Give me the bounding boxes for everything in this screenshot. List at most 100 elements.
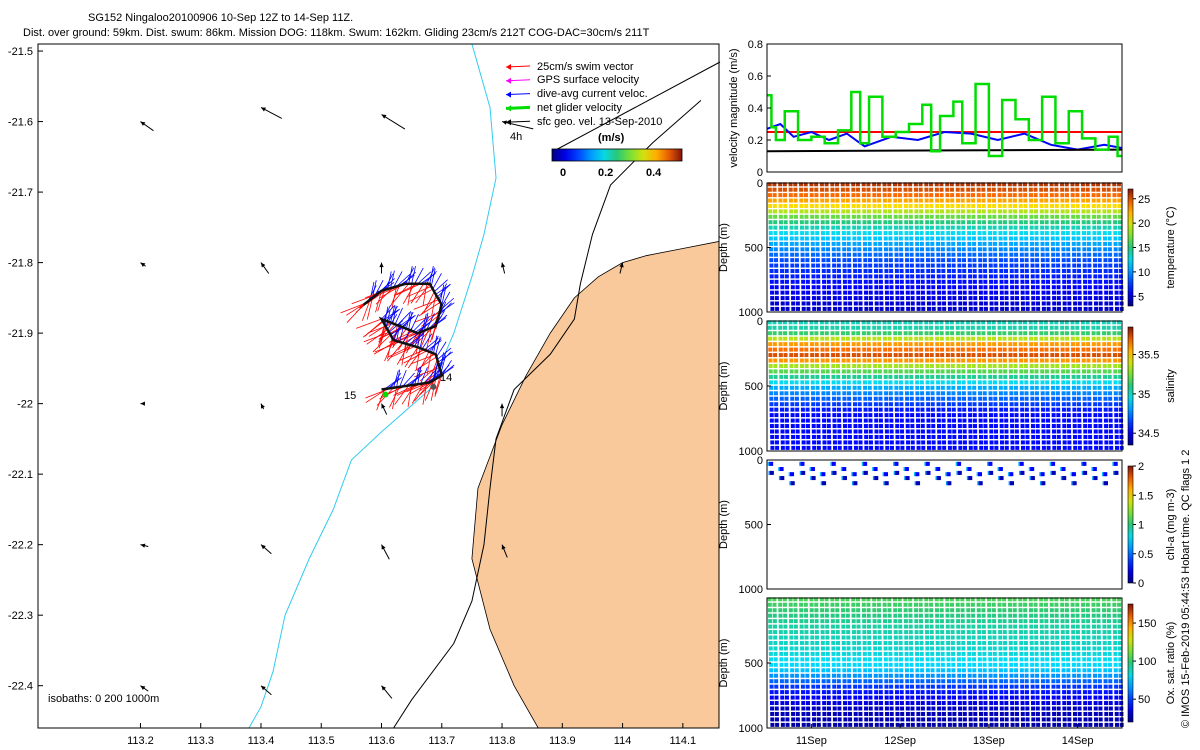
data-point <box>785 296 790 301</box>
data-point <box>858 290 863 295</box>
data-point <box>799 336 804 341</box>
data-point <box>951 413 956 418</box>
data-point <box>926 268 931 273</box>
data-point <box>989 445 994 450</box>
data-point <box>843 701 848 706</box>
data-point <box>1020 407 1025 412</box>
data-point <box>919 220 924 225</box>
data-point <box>909 657 914 662</box>
data-point <box>816 701 821 706</box>
data-point <box>967 369 972 374</box>
data-point <box>862 198 867 203</box>
data-point <box>1102 358 1107 363</box>
data-point <box>1003 385 1008 390</box>
data-point <box>916 481 921 486</box>
data-point <box>856 342 861 347</box>
data-point <box>998 391 1003 396</box>
data-point <box>1114 306 1119 311</box>
data-point <box>930 369 935 374</box>
data-point <box>1087 407 1092 412</box>
data-point <box>795 402 800 407</box>
data-point <box>940 247 945 252</box>
data-point <box>905 434 910 439</box>
data-point <box>816 440 821 445</box>
data-point <box>893 342 898 347</box>
data-point <box>957 247 962 252</box>
data-point <box>904 225 909 230</box>
data-point <box>863 679 868 684</box>
data-point <box>795 695 800 700</box>
data-point <box>821 274 826 279</box>
data-point <box>861 597 866 602</box>
data-point <box>926 290 931 295</box>
data-point <box>1054 203 1059 208</box>
geo-vector-arrowhead <box>381 544 386 550</box>
swim-vector <box>374 341 400 353</box>
data-point <box>1013 646 1018 651</box>
data-point <box>872 635 877 640</box>
data-point <box>1092 391 1097 396</box>
data-point <box>918 597 923 602</box>
data-point <box>1106 198 1111 203</box>
data-point <box>941 258 946 263</box>
data-point <box>800 679 805 684</box>
data-point <box>815 231 820 236</box>
data-point <box>939 331 944 336</box>
data-point <box>940 358 945 363</box>
data-point <box>1034 369 1039 374</box>
data-point <box>1065 225 1070 230</box>
data-point <box>903 336 908 341</box>
data-point <box>1014 263 1019 268</box>
data-point <box>773 640 778 645</box>
data-point <box>962 679 967 684</box>
data-point <box>874 296 879 301</box>
data-point <box>924 613 929 618</box>
data-point <box>774 418 779 423</box>
data-point <box>815 252 820 257</box>
data-point <box>1013 657 1018 662</box>
data-point <box>836 684 841 689</box>
data-point <box>800 391 805 396</box>
data-point <box>801 445 806 450</box>
data-point <box>1015 301 1020 306</box>
data-point <box>972 657 977 662</box>
data-point <box>1118 413 1123 418</box>
geo-vector-arrowhead <box>619 262 624 268</box>
data-point <box>867 241 872 246</box>
data-point <box>790 279 795 284</box>
data-point <box>1034 353 1039 358</box>
data-point <box>913 187 918 192</box>
data-point <box>915 657 920 662</box>
data-point <box>806 306 811 311</box>
data-point <box>790 424 795 429</box>
data-point <box>772 325 777 330</box>
data-point <box>793 182 798 187</box>
data-point <box>950 209 955 214</box>
data-point <box>853 296 858 301</box>
data-point <box>956 374 961 379</box>
data-point <box>999 690 1004 695</box>
data-point <box>1003 391 1008 396</box>
data-point <box>784 407 789 412</box>
data-point <box>774 701 779 706</box>
data-point <box>769 668 774 673</box>
data-point <box>919 241 924 246</box>
data-point <box>968 445 973 450</box>
data-point <box>1072 263 1077 268</box>
data-point <box>997 347 1002 352</box>
data-point <box>1062 429 1067 434</box>
data-point <box>947 290 952 295</box>
data-point <box>983 274 988 279</box>
data-point <box>862 241 867 246</box>
data-point <box>916 290 921 295</box>
data-point <box>815 662 820 667</box>
data-point <box>998 241 1003 246</box>
data-point <box>931 706 936 711</box>
data-point <box>957 413 962 418</box>
data-point <box>957 263 962 268</box>
data-point <box>1076 252 1081 257</box>
swim-vector <box>420 296 438 316</box>
data-point <box>936 657 941 662</box>
data-point <box>1028 320 1033 325</box>
